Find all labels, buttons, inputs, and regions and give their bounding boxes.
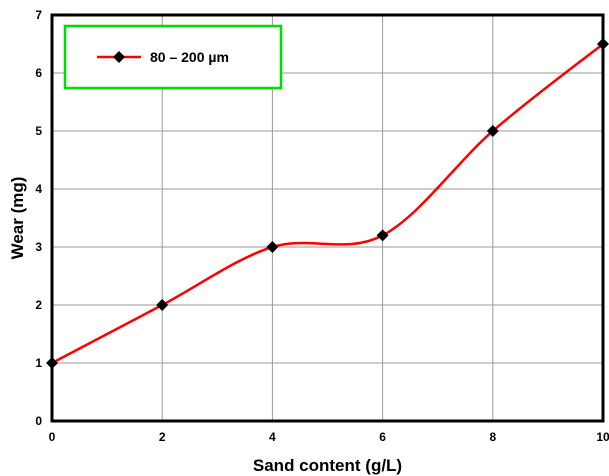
x-tick-label: 2 bbox=[159, 430, 166, 444]
x-tick-label: 8 bbox=[489, 430, 496, 444]
legend: 80 – 200 µm bbox=[63, 24, 283, 90]
y-tick-label: 3 bbox=[35, 240, 42, 254]
data-point-marker bbox=[376, 229, 389, 242]
x-tick-label: 6 bbox=[379, 430, 386, 444]
y-tick-label: 1 bbox=[35, 356, 42, 370]
data-point-marker bbox=[266, 241, 279, 253]
tick-labels: 0 2 4 6 8 10 0 1 2 3 4 5 6 7 bbox=[35, 8, 609, 444]
series-line bbox=[51, 43, 604, 365]
data-point-marker bbox=[156, 299, 169, 311]
y-tick-label: 6 bbox=[35, 66, 42, 80]
x-axis-title: Sand content (g/L) bbox=[253, 456, 402, 475]
x-tick-label: 4 bbox=[269, 430, 276, 444]
y-tick-label: 0 bbox=[35, 414, 42, 428]
plot-area-frame bbox=[50, 13, 605, 423]
series-layer bbox=[46, 38, 609, 369]
y-tick-label: 5 bbox=[35, 124, 42, 138]
legend-marker-diamond bbox=[113, 51, 125, 63]
y-tick-label: 2 bbox=[35, 298, 42, 312]
x-tick-label: 0 bbox=[49, 430, 56, 444]
y-tick-label: 7 bbox=[35, 8, 42, 22]
x-tick-label: 10 bbox=[596, 430, 609, 444]
y-tick-label: 4 bbox=[35, 182, 42, 196]
data-point-marker bbox=[486, 125, 499, 137]
legend-label: 80 – 200 µm bbox=[150, 49, 229, 65]
y-axis-title: Wear (mg) bbox=[8, 177, 27, 260]
